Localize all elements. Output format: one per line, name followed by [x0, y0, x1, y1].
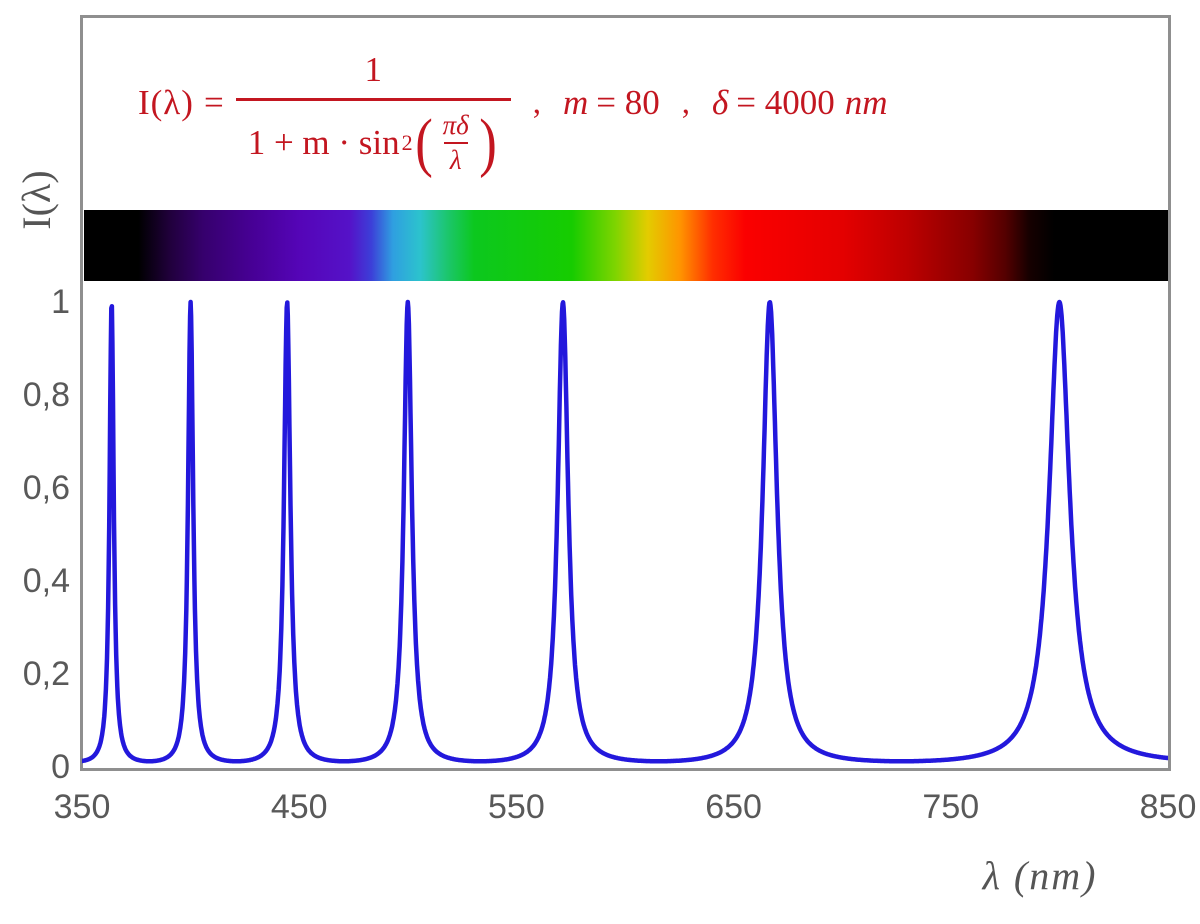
y-tick-label: 1	[51, 283, 70, 321]
formula-denominator: 1 + m · sin 2 ( πδ λ )	[235, 97, 511, 179]
y-tick-label: 0,8	[22, 376, 70, 414]
formula-numerator: 1	[364, 49, 382, 89]
x-tick-label: 350	[53, 788, 111, 826]
airy-curve-line	[82, 299, 1168, 764]
param-m: m = 80	[563, 83, 660, 123]
y-tick-label: 0,2	[22, 655, 70, 693]
close-paren: )	[478, 105, 497, 179]
inner-denominator: λ	[443, 142, 468, 174]
x-tick-label: 550	[488, 788, 545, 826]
formula-main-fraction: 1 1 + m · sin 2 ( πδ λ )	[235, 32, 511, 179]
x-tick-label: 450	[270, 788, 328, 826]
formula-separator-1: ,	[532, 84, 541, 121]
param-delta: δ = 4000 nm	[712, 83, 888, 123]
param-delta-symbol: δ	[711, 83, 729, 122]
y-tick-label: 0	[51, 748, 70, 786]
param-m-value: = 80	[596, 83, 660, 122]
x-tick-label: 750	[922, 788, 980, 826]
open-paren: (	[414, 105, 433, 179]
inner-numerator: πδ	[442, 109, 469, 140]
chart-frame	[80, 15, 1171, 771]
formula-equals: =	[203, 83, 224, 122]
param-m-symbol: m	[562, 83, 589, 122]
formula-lhs: I(λ)	[138, 83, 194, 122]
x-tick-label: 650	[705, 788, 762, 826]
formula-separator-2: ,	[681, 84, 690, 121]
formula: I(λ) = 1 1 + m · sin 2 ( πδ λ ) , m = 80 ,…	[138, 32, 888, 179]
x-tick-label: 850	[1139, 788, 1197, 826]
x-axis-title: λ (nm)	[982, 853, 1098, 898]
formula-inner-fraction: πδ λ	[437, 109, 475, 175]
visible-spectrum-bar	[84, 210, 1168, 281]
y-axis-title: I(λ)	[13, 170, 59, 230]
y-tick-label: 0,6	[22, 469, 70, 507]
formula-denominator-text: 1 + m · sin	[247, 122, 400, 162]
param-delta-value: = 4000	[736, 83, 835, 122]
param-delta-unit: nm	[844, 83, 888, 122]
y-tick-label: 0,4	[22, 562, 70, 600]
intensity-curve	[82, 299, 1168, 764]
